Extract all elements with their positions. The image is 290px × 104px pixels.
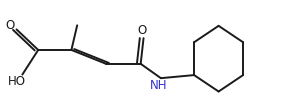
Text: O: O	[6, 19, 15, 32]
Text: NH: NH	[150, 79, 167, 92]
Text: O: O	[137, 24, 146, 37]
Text: HO: HO	[8, 75, 26, 88]
